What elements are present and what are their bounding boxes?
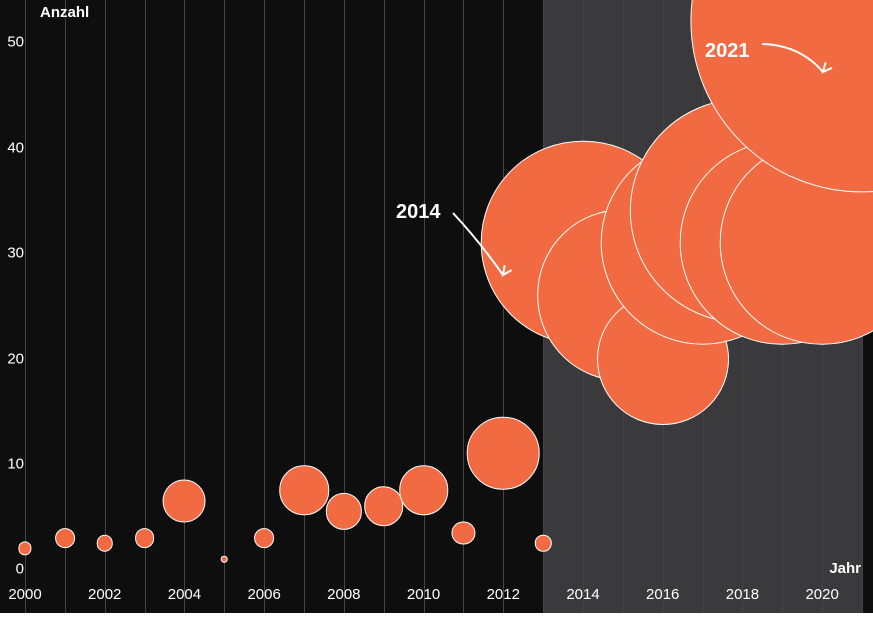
annotation-arrow bbox=[0, 0, 873, 619]
bottom-strip bbox=[0, 613, 873, 619]
bubble-chart: AnzahlJahr010203040502000200220042006200… bbox=[0, 0, 873, 619]
